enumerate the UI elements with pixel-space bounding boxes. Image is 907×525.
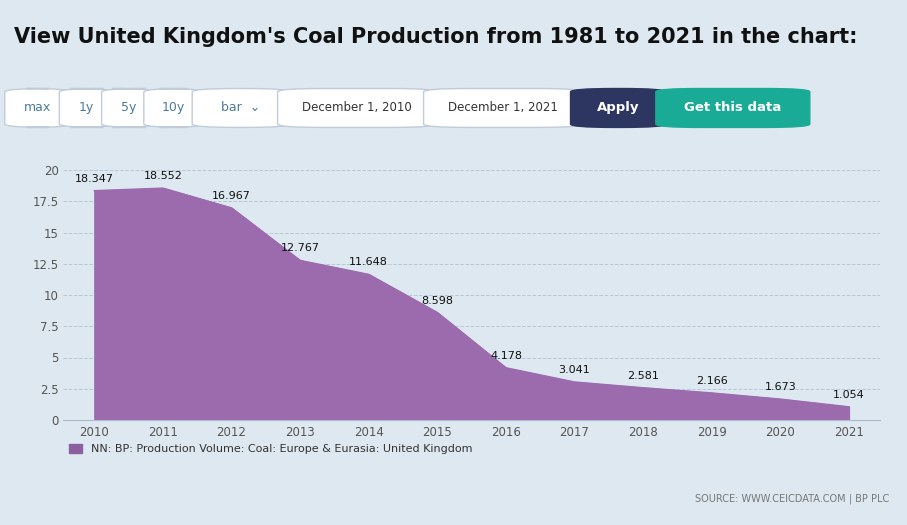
Text: 16.967: 16.967 [212, 191, 251, 201]
Legend: NN: BP: Production Volume: Coal: Europe & Eurasia: United Kingdom: NN: BP: Production Volume: Coal: Europe … [69, 444, 473, 454]
FancyBboxPatch shape [102, 89, 156, 128]
Text: 1.054: 1.054 [833, 390, 864, 400]
Text: Get this data: Get this data [684, 101, 782, 114]
Text: 5y: 5y [122, 101, 137, 114]
Text: max: max [24, 101, 52, 114]
FancyBboxPatch shape [144, 89, 204, 128]
Text: 18.347: 18.347 [75, 174, 114, 184]
Text: 10y: 10y [162, 101, 185, 114]
Text: bar  ⌄: bar ⌄ [221, 101, 260, 114]
Text: December 1, 2021: December 1, 2021 [448, 101, 558, 114]
Text: View United Kingdom's Coal Production from 1981 to 2021 in the chart:: View United Kingdom's Coal Production fr… [14, 27, 857, 47]
Text: 2.581: 2.581 [628, 371, 659, 381]
Text: 18.552: 18.552 [143, 171, 182, 181]
Text: 1.673: 1.673 [765, 382, 796, 392]
Text: Apply: Apply [597, 101, 639, 114]
Text: 12.767: 12.767 [280, 244, 319, 254]
FancyBboxPatch shape [278, 89, 436, 128]
Text: 8.598: 8.598 [422, 296, 454, 306]
Text: 4.178: 4.178 [490, 351, 522, 361]
Text: 11.648: 11.648 [349, 257, 388, 267]
Text: SOURCE: WWW.CEICDATA.COM | BP PLC: SOURCE: WWW.CEICDATA.COM | BP PLC [695, 494, 889, 504]
Text: 3.041: 3.041 [559, 365, 590, 375]
FancyBboxPatch shape [192, 89, 289, 128]
FancyBboxPatch shape [59, 89, 114, 128]
FancyBboxPatch shape [424, 89, 582, 128]
Text: 2.166: 2.166 [696, 376, 727, 386]
Text: 1y: 1y [79, 101, 94, 114]
FancyBboxPatch shape [656, 89, 810, 128]
Text: December 1, 2010: December 1, 2010 [302, 101, 412, 114]
FancyBboxPatch shape [5, 89, 71, 128]
FancyBboxPatch shape [571, 89, 666, 128]
